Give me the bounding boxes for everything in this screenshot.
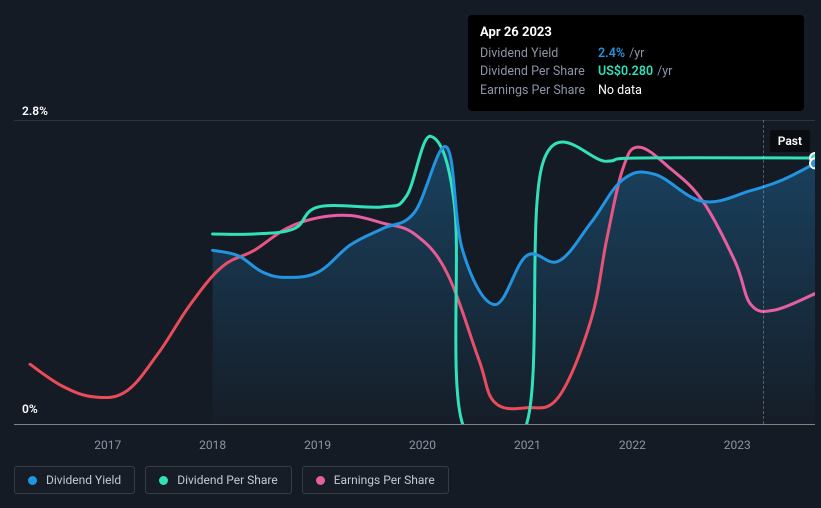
tooltip-label: Dividend Yield [480,45,598,64]
tooltip-label: Dividend Per Share [480,63,598,82]
x-axis-tick: 2019 [304,438,331,452]
x-axis-tick: 2018 [199,438,226,452]
tooltip-label: Earnings Per Share [480,82,598,101]
tooltip-value: US$0.280 [598,63,653,82]
x-axis-tick: 2020 [409,438,436,452]
x-axis-tick: 2023 [724,438,751,452]
legend-label: Earnings Per Share [334,473,435,487]
x-axis-tick: 2021 [514,438,541,452]
legend-dot [28,476,37,485]
tooltip-value: 2.4% [598,45,625,64]
tooltip-value: No data [598,82,642,101]
chart-tooltip: Apr 26 2023 Dividend Yield 2.4% /yr Divi… [468,15,804,111]
legend-dot [159,476,168,485]
legend-item-earnings-per-share[interactable]: Earnings Per Share [302,466,449,494]
axis-line-bottom [14,424,815,425]
tooltip-date: Apr 26 2023 [480,23,792,43]
legend-item-dividend-per-share[interactable]: Dividend Per Share [145,466,292,494]
x-axis-tick: 2017 [94,438,121,452]
tooltip-unit: /yr [629,45,644,64]
x-axis-labels: 2017 2018 2019 2020 2021 2022 2023 [14,432,815,456]
chart-plot-area [14,120,815,424]
legend-dot [316,476,325,485]
dividend-chart[interactable]: 2.8% 0% Past 201720182019202020212022202… [0,106,821,426]
legend-label: Dividend Per Share [177,473,278,487]
legend-label: Dividend Yield [46,473,121,487]
legend-item-dividend-yield[interactable]: Dividend Yield [14,466,135,494]
tooltip-unit: /yr [657,63,672,82]
tooltip-row: Dividend Yield 2.4% /yr [480,45,792,64]
tooltip-row: Dividend Per Share US$0.280 /yr [480,63,792,82]
x-axis-tick: 2022 [619,438,646,452]
chart-legend: Dividend Yield Dividend Per Share Earnin… [14,466,449,494]
tooltip-row: Earnings Per Share No data [480,82,792,101]
chart-hover-line [763,120,764,424]
y-axis-max-label: 2.8% [22,104,48,118]
